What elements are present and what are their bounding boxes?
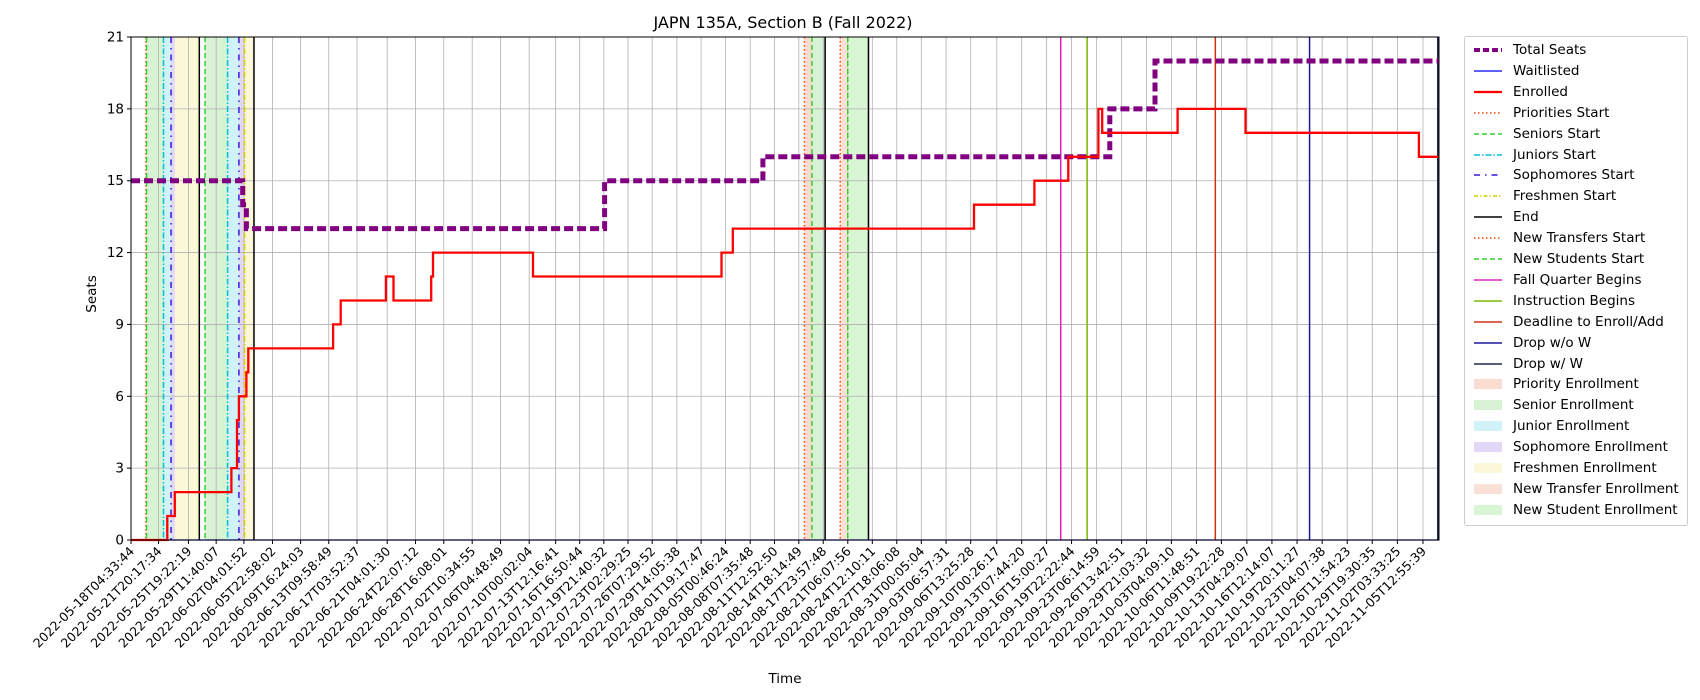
legend-line-swatch [1474,48,1502,52]
y-tick-label: 12 [107,245,124,261]
series-enrolled [131,107,1439,542]
legend-label: New Transfer Enrollment [1513,480,1679,497]
legend-patch-swatch [1474,504,1502,515]
legend-label: Sophomore Enrollment [1513,439,1668,456]
shaded-region [174,37,200,540]
chart-title: JAPN 135A, Section B (Fall 2022) [652,13,912,32]
legend-line-swatch [1474,70,1502,72]
y-axis-label: Seats [84,275,100,312]
legend-line-swatch [1474,90,1502,93]
legend-label: Priority Enrollment [1513,376,1639,393]
legend-label: Senior Enrollment [1513,397,1634,414]
legend-item: Juniors Start [1471,145,1596,165]
legend-label: Drop w/o W [1513,334,1592,351]
legend-patch-swatch [1474,442,1502,453]
shaded-region [811,37,826,540]
legend-label: Drop w/ W [1513,355,1583,372]
y-tick-label: 18 [107,101,124,117]
legend-line-swatch [1474,320,1502,323]
legend-patch-swatch [1474,379,1502,390]
legend-label: Seniors Start [1513,125,1601,142]
legend-line-swatch [1474,216,1502,218]
shaded-region [804,37,812,540]
legend-item: End [1471,207,1539,227]
plot-area: 0369121518212022-05-18T04:33:442022-05-2… [30,30,1440,651]
legend-line-swatch [1474,195,1502,198]
y-tick-label: 3 [115,461,124,477]
legend-item: Freshmen Enrollment [1471,458,1657,478]
legend-label: Enrolled [1513,83,1568,100]
legend-label: New Student Enrollment [1513,501,1678,518]
x-axis-label: Time [767,671,801,687]
legend-line-swatch [1474,153,1502,156]
legend-label: Waitlisted [1513,62,1580,79]
series-total-seats [131,58,1439,232]
plot-background [131,37,1439,540]
legend-label: Total Seats [1513,42,1587,58]
legend-patch-swatch [1474,400,1502,411]
shaded-region [146,37,164,540]
y-tick-label: 15 [107,173,124,189]
legend-item: Waitlisted [1471,61,1580,81]
legend-label: Instruction Begins [1513,292,1636,309]
shaded-region [847,37,869,540]
legend-patch-swatch [1474,421,1502,432]
legend-item: Senior Enrollment [1471,395,1634,415]
legend-item: Junior Enrollment [1471,416,1629,436]
legend-patch-swatch [1474,483,1502,494]
legend-label: Junior Enrollment [1513,418,1630,435]
legend-line-swatch [1474,132,1502,135]
y-tick-label: 21 [107,30,124,46]
shaded-region [171,37,175,540]
legend-item: Priorities Start [1471,103,1609,123]
legend-label: Deadline to Enroll/Add [1513,313,1664,330]
legend-item: Seniors Start [1471,124,1600,144]
shaded-region [227,37,239,540]
legend-label: Fall Quarter Begins [1513,271,1642,288]
legend-item: New Transfers Start [1471,228,1645,248]
axes-frame [130,36,1440,541]
legend-item: Fall Quarter Begins [1471,270,1642,290]
legend-item: New Student Enrollment [1471,500,1678,520]
legend-line-swatch [1474,341,1502,344]
legend-label: Priorities Start [1513,104,1610,121]
legend-item: New Transfer Enrollment [1471,479,1679,499]
legend-item: Sophomore Enrollment [1471,437,1668,457]
legend-item: Instruction Begins [1471,291,1635,311]
legend-item: Sophomores Start [1471,165,1635,185]
y-tick-label: 9 [115,317,124,333]
legend-label: Juniors Start [1513,146,1596,163]
legend-label: Sophomores Start [1513,167,1635,184]
legend-label: Freshmen Start [1513,188,1617,205]
legend-line-swatch [1474,362,1502,365]
legend-item: New Students Start [1471,249,1644,269]
legend-item: Enrolled [1471,82,1568,102]
legend-item: Drop w/o W [1471,333,1591,353]
legend-item: Total Seats [1471,40,1586,60]
legend-label: New Transfers Start [1513,230,1646,247]
legend-label: New Students Start [1513,251,1645,267]
legend-line-swatch [1474,279,1502,281]
shaded-region [238,37,245,540]
legend-label: Freshmen Enrollment [1513,460,1657,476]
legend-item: Freshmen Start [1471,186,1616,206]
shaded-region [244,37,254,540]
legend-item: Drop w/ W [1471,354,1583,374]
shaded-region [840,37,848,540]
legend-label: End [1513,209,1539,226]
legend-item: Deadline to Enroll/Add [1471,312,1664,332]
legend-line-swatch [1474,300,1502,302]
legend-item: Priority Enrollment [1471,374,1639,394]
legend-patch-swatch [1474,463,1502,473]
legend-line-swatch [1474,258,1502,260]
legend-line-swatch [1474,237,1502,239]
shaded-region [163,37,172,540]
y-tick-label: 0 [115,533,124,549]
legend-line-swatch [1474,111,1502,114]
chart-legend: Total Seats Waitlisted Enrolled Priorities … [1464,36,1688,526]
y-tick-label: 6 [115,389,124,405]
legend-line-swatch [1474,174,1502,177]
